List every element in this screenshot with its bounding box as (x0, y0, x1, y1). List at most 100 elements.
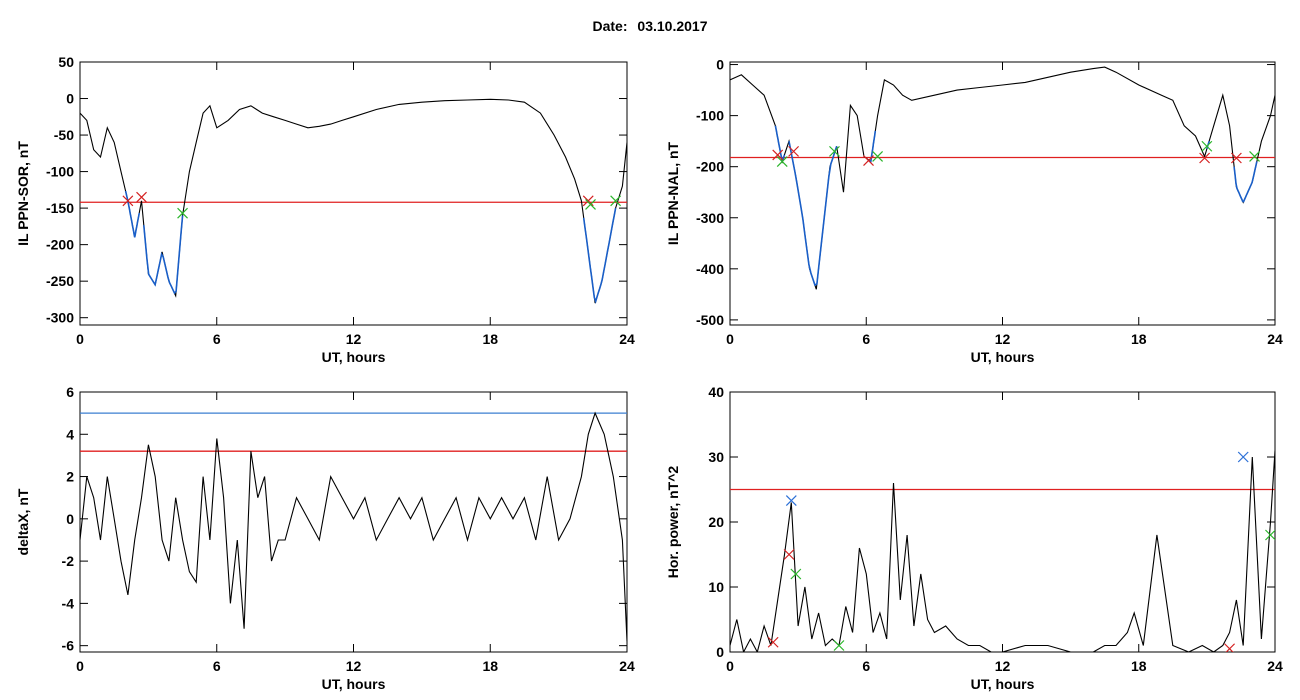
y-tick-label: 50 (58, 54, 74, 70)
chart-panel-deltax: 0 6 12 18 24 6 4 2 0 -2 -4 -6 UT, hours deltaX, nT (15, 384, 635, 692)
series-line (730, 450, 1275, 652)
y-tick-label: -150 (46, 200, 74, 216)
start-marker (136, 191, 147, 203)
date-label: Date: (592, 18, 628, 34)
x-tick-label: 12 (346, 331, 362, 347)
end-marker (585, 199, 596, 210)
series-line (80, 98, 627, 304)
plot-frame (79, 61, 628, 326)
x-tick-label: 6 (213, 331, 221, 347)
end-marker (1201, 140, 1213, 152)
y-tick-label: 20 (708, 514, 724, 530)
x-tick-label: 0 (726, 331, 734, 347)
chart-panel-power: 0 6 12 18 24 0 10 20 30 40 UT, hours Hor. power, nT… (665, 384, 1283, 692)
date-value: 03.10.2017 (637, 18, 708, 34)
x-tick-label: 12 (995, 658, 1011, 674)
start-marker (788, 145, 800, 157)
x-axis-label: UT, hours (971, 349, 1035, 365)
y-tick-label: 6 (66, 384, 74, 400)
event-segment (868, 130, 877, 163)
end-marker (833, 640, 845, 651)
start-marker (582, 195, 594, 207)
start-marker (122, 195, 134, 207)
peak-marker (1237, 451, 1249, 463)
event-segment (143, 215, 184, 295)
end-marker (1249, 151, 1260, 162)
chart-panel-sor: 0 6 12 18 24 50 0 -50 -100 -150 -200 -250 -300 UT, ho… (15, 54, 635, 365)
figure-title: Date: 03.10.2017 (0, 18, 1300, 34)
x-tick-label: 12 (995, 331, 1011, 347)
x-tick-label: 18 (1131, 331, 1147, 347)
y-tick-label: 0 (716, 644, 724, 660)
y-tick-label: -4 (62, 595, 75, 611)
start-marker (767, 636, 779, 648)
x-tick-label: 0 (76, 658, 84, 674)
y-tick-label: -200 (46, 237, 74, 253)
x-tick-label: 24 (619, 658, 635, 674)
series-line (730, 66, 1275, 290)
x-tick-label: 24 (1267, 658, 1283, 674)
y-tick-label: 2 (66, 469, 74, 485)
y-axis-label: Hor. power, nT^2 (665, 466, 681, 579)
plot-area (730, 450, 1275, 652)
x-tick-label: 24 (1267, 331, 1283, 347)
event-segment (788, 141, 838, 287)
y-tick-label: -300 (696, 210, 724, 226)
series-line (80, 411, 627, 642)
y-tick-label: 0 (716, 57, 724, 73)
start-marker (783, 549, 795, 560)
end-marker (872, 151, 884, 162)
end-marker (177, 207, 188, 219)
y-tick-label: -300 (46, 310, 74, 326)
end-marker (1265, 529, 1275, 541)
y-tick-label: -250 (46, 273, 74, 289)
start-marker (863, 155, 874, 166)
x-axis-label: UT, hours (971, 676, 1035, 692)
y-tick-label: -100 (696, 108, 724, 124)
x-tick-label: 6 (213, 658, 221, 674)
y-tick-label: -6 (62, 638, 75, 654)
x-axis-label: UT, hours (322, 349, 386, 365)
y-tick-label: -500 (696, 312, 724, 328)
chart-panel-nal: 0 6 12 18 24 0 -100 -200 -300 -400 -500 UT, hours IL… (665, 57, 1283, 365)
plot-frame (729, 61, 1276, 326)
start-marker (1224, 643, 1236, 652)
x-tick-label: 6 (862, 331, 870, 347)
x-tick-label: 18 (482, 331, 498, 347)
x-tick-label: 6 (862, 658, 870, 674)
y-tick-label: 0 (66, 91, 74, 107)
end-marker (610, 195, 622, 207)
x-axis-label: UT, hours (322, 676, 386, 692)
y-axis-label: IL PPN-NAL, nT (665, 141, 681, 245)
x-tick-label: 12 (346, 658, 362, 674)
x-tick-label: 0 (76, 331, 84, 347)
y-tick-label: 0 (66, 511, 74, 527)
x-tick-label: 0 (726, 658, 734, 674)
plot-frame (79, 391, 628, 653)
event-segment (582, 207, 617, 304)
y-tick-label: 10 (708, 579, 724, 595)
event-segment (774, 125, 786, 162)
plot-area (80, 98, 627, 304)
y-axis-label: IL PPN-SOR, nT (15, 141, 31, 246)
x-tick-label: 24 (619, 331, 635, 347)
y-tick-label: 30 (708, 449, 724, 465)
x-tick-label: 18 (482, 658, 498, 674)
y-tick-label: -100 (46, 164, 74, 180)
event-segment (124, 190, 141, 238)
y-axis-label: deltaX, nT (15, 488, 31, 555)
start-marker (1230, 152, 1242, 164)
y-tick-label: 40 (708, 384, 724, 400)
plot-area (730, 66, 1275, 290)
y-tick-label: -2 (62, 553, 75, 569)
x-tick-label: 18 (1131, 658, 1147, 674)
plot-area (80, 411, 627, 642)
y-tick-label: 4 (66, 426, 74, 442)
end-marker (776, 156, 788, 168)
event-segment (1233, 161, 1258, 203)
start-marker (772, 149, 784, 161)
plot-frame (729, 391, 1276, 653)
end-marker (790, 568, 802, 580)
start-marker (1199, 152, 1211, 164)
